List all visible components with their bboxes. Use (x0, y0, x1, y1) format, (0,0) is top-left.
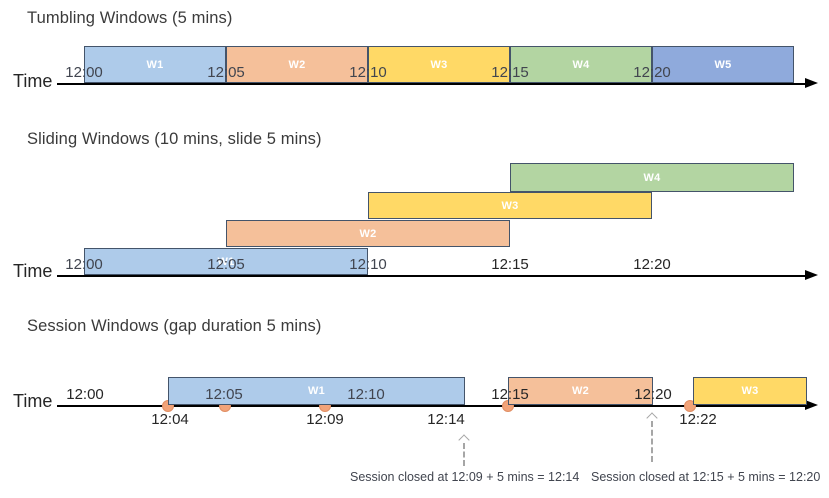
session-axis-arrowhead-icon (805, 400, 818, 410)
axis-tick-label: 12:10 (349, 256, 387, 273)
session-time-axis-line (57, 405, 805, 407)
sliding-window-w3: W3 (368, 192, 652, 219)
axis-tick-label: 12:20 (633, 256, 671, 273)
sliding-time-axis-line (57, 275, 805, 277)
window-label: W2 (359, 227, 377, 240)
axis-tick-label: 12:05 (207, 64, 245, 81)
axis-tick-label: 12:00 (65, 64, 103, 81)
window-label: W5 (714, 58, 732, 71)
axis-tick-label: 12:20 (634, 386, 672, 403)
session-closed-annotation: Session closed at 12:09 + 5 mins = 12:14 (350, 470, 580, 484)
tumbling-time-axis-line (57, 83, 805, 85)
event-time-label: 12:14 (427, 411, 465, 428)
window-label: W4 (643, 171, 661, 184)
session-time-axis-label: Time (13, 391, 53, 411)
dashed-line (651, 421, 653, 462)
session-window-w3: W3 (693, 377, 807, 405)
sliding-window-w4: W4 (510, 163, 794, 192)
event-time-label: 12:09 (306, 411, 344, 428)
window-label: W3 (741, 385, 759, 397)
window-label: W4 (572, 58, 590, 71)
axis-tick-label: 12:15 (491, 64, 529, 81)
axis-tick-label: 12:15 (491, 386, 529, 403)
axis-tick-label: 12:05 (205, 386, 243, 403)
sliding-window-w1: W1 (84, 248, 368, 275)
tumbling-window-w3: W3 (368, 46, 510, 83)
window-label: W2 (288, 58, 306, 71)
session-section-title: Session Windows (gap duration 5 mins) (27, 317, 322, 335)
event-time-label: 12:22 (679, 411, 717, 428)
tumbling-window-w4: W4 (510, 46, 652, 83)
session-window-w2: W2 (508, 377, 653, 405)
axis-tick-label: 12:10 (349, 64, 387, 81)
window-label: W2 (571, 385, 590, 397)
window-label: W1 (146, 58, 164, 71)
tumbling-window-w5: W5 (652, 46, 794, 83)
axis-tick-label: 12:05 (207, 256, 245, 273)
axis-tick-label: 12:00 (65, 256, 103, 273)
sliding-section-title: Sliding Windows (10 mins, slide 5 mins) (27, 130, 322, 148)
dashed-up-arrow-icon (645, 412, 659, 462)
sliding-window-w2: W2 (226, 220, 510, 247)
tumbling-section-title: Tumbling Windows (5 mins) (27, 9, 233, 27)
session-window-w1: W1 (168, 377, 465, 405)
axis-tick-label: 12:15 (491, 256, 529, 273)
tumbling-time-axis-label: Time (13, 71, 53, 91)
axis-tick-label: 12:10 (347, 386, 385, 403)
axis-tick-label: 12:00 (66, 386, 104, 403)
window-label: W1 (307, 385, 326, 397)
tumbling-window-w2: W2 (226, 46, 368, 83)
session-closed-annotation: Session closed at 12:15 + 5 mins = 12:20 (591, 470, 821, 484)
window-label: W3 (430, 58, 448, 71)
window-label: W3 (501, 199, 519, 212)
tumbling-window-w1: W1 (84, 46, 226, 83)
dashed-line (463, 443, 465, 466)
sliding-time-axis-label: Time (13, 261, 53, 281)
sliding-axis-arrowhead-icon (805, 270, 818, 280)
window-label: W1 (217, 255, 235, 268)
event-time-label: 12:04 (151, 411, 189, 428)
dashed-up-arrow-icon (457, 434, 471, 466)
tumbling-axis-arrowhead-icon (805, 78, 818, 88)
axis-tick-label: 12:20 (633, 64, 671, 81)
